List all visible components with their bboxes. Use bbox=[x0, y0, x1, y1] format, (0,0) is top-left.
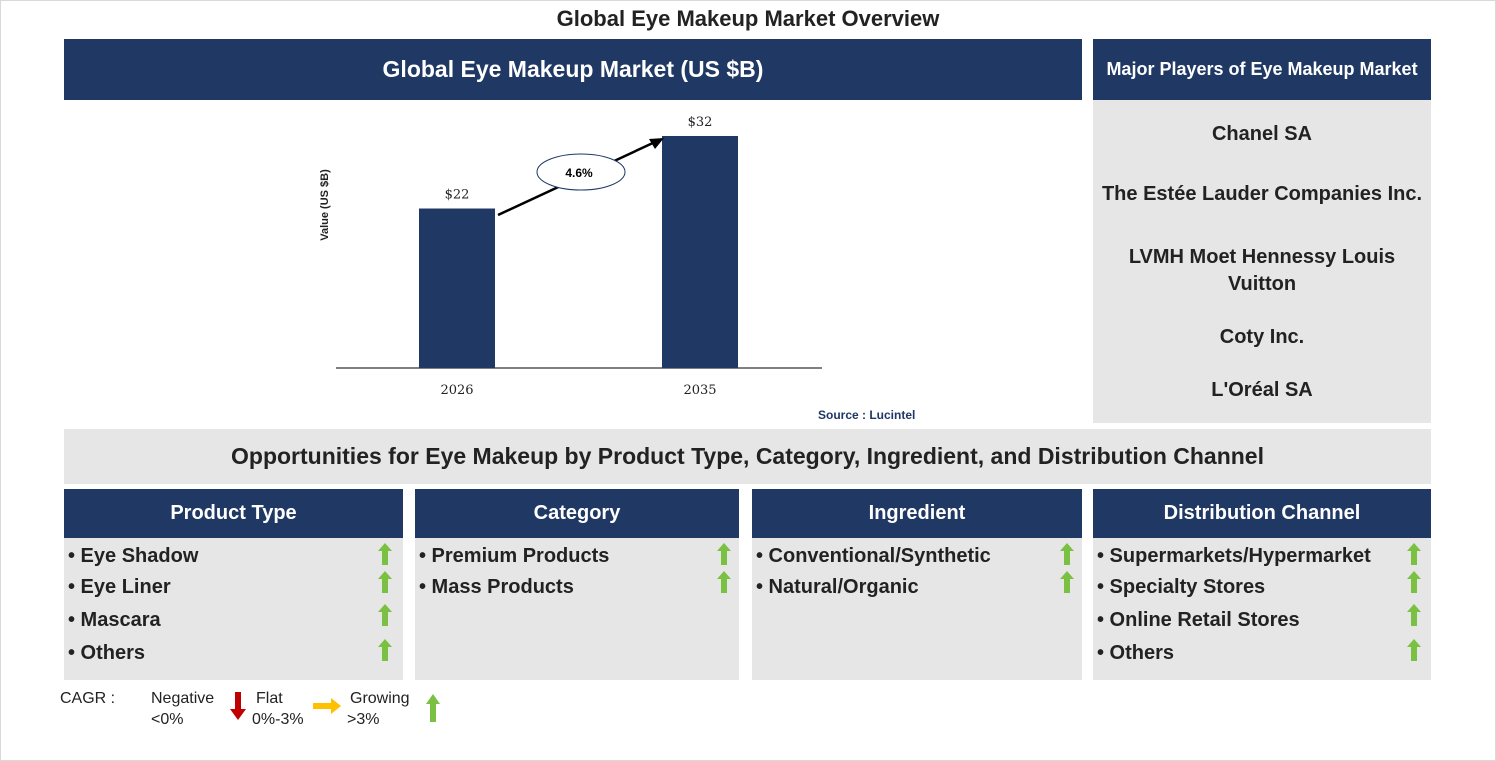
source-note: Source : Lucintel bbox=[818, 408, 916, 422]
segment-item: • Specialty Stores bbox=[1097, 576, 1266, 598]
flat-right-arrow-icon bbox=[313, 698, 341, 714]
segment-header-product-type: Product Type bbox=[64, 489, 403, 538]
player-lvmh-line1: LVMH Moet Hennessy Louis bbox=[1128, 246, 1396, 268]
legend-growing-range: >3% bbox=[347, 711, 380, 728]
segment-item: • Premium Products bbox=[419, 545, 610, 567]
segment-body-ingredient: • Conventional/Synthetic • Natural/Organ… bbox=[752, 538, 1082, 680]
cagr-arrow-head bbox=[649, 138, 664, 149]
segment-header-category: Category bbox=[415, 489, 739, 538]
segment-item: • Eye Shadow bbox=[68, 545, 199, 567]
bar-2035 bbox=[662, 136, 738, 368]
market-chart-header: Global Eye Makeup Market (US $B) bbox=[64, 39, 1082, 100]
growth-up-arrow-icon bbox=[1060, 571, 1074, 593]
cagr-ellipse bbox=[536, 153, 626, 191]
segment-header-distribution-channel: Distribution Channel bbox=[1093, 489, 1431, 538]
segment-item: • Natural/Organic bbox=[756, 576, 919, 598]
negative-down-arrow-icon bbox=[230, 692, 246, 720]
segment-item: • Others bbox=[1097, 642, 1175, 664]
category-label-2035: 2035 bbox=[683, 383, 716, 398]
segment-item: • Mass Products bbox=[419, 576, 574, 598]
value-label-2035: $32 bbox=[688, 115, 713, 130]
player-chanel: Chanel SA bbox=[1211, 123, 1313, 145]
bar-2026 bbox=[419, 208, 495, 368]
segment-item: • Supermarkets/Hypermarket bbox=[1097, 545, 1371, 567]
legend-flat: Flat bbox=[256, 690, 283, 707]
category-label-2026: 2026 bbox=[440, 383, 473, 398]
player-coty: Coty Inc. bbox=[1219, 326, 1305, 348]
legend-growing: Growing bbox=[350, 690, 410, 707]
segment-item: • Conventional/Synthetic bbox=[756, 545, 991, 567]
y-axis-label: Value (US $B) bbox=[319, 169, 331, 241]
players-list: Chanel SA The Estée Lauder Companies Inc… bbox=[1093, 100, 1431, 423]
growth-up-arrow-icon bbox=[378, 571, 392, 593]
growth-up-arrow-icon bbox=[378, 543, 392, 565]
players-header: Major Players of Eye Makeup Market bbox=[1093, 39, 1431, 100]
growth-up-arrow-icon bbox=[1407, 571, 1421, 593]
page-title: Global Eye Makeup Market Overview bbox=[556, 6, 940, 31]
player-lvmh-line2: Vuitton bbox=[1227, 273, 1297, 295]
segment-item: • Mascara bbox=[68, 609, 161, 631]
cagr-label: 4.6% bbox=[565, 166, 593, 180]
value-label-2026: $22 bbox=[445, 188, 470, 203]
segment-item: • Others bbox=[68, 642, 146, 664]
growth-up-arrow-icon bbox=[1060, 543, 1074, 565]
legend-label: CAGR : bbox=[60, 690, 116, 707]
segment-item: • Eye Liner bbox=[68, 576, 171, 598]
opportunities-banner: Opportunities for Eye Makeup by Product … bbox=[64, 429, 1431, 484]
growth-up-arrow-icon bbox=[378, 639, 392, 661]
growth-up-arrow-icon bbox=[717, 571, 731, 593]
player-loreal: L'Oréal SA bbox=[1211, 379, 1313, 401]
legend-negative-range: <0% bbox=[151, 711, 184, 728]
legend-flat-range: 0%-3% bbox=[252, 711, 304, 728]
segment-body-distribution-channel: • Supermarkets/Hypermarket • Specialty S… bbox=[1093, 538, 1431, 680]
growth-up-arrow-icon bbox=[378, 604, 392, 626]
growth-up-arrow-icon bbox=[1407, 543, 1421, 565]
growing-up-arrow-icon bbox=[426, 694, 440, 722]
growth-up-arrow-icon bbox=[1407, 639, 1421, 661]
market-bar-chart: Value (US $B) $22 2026 $32 2035 4.6% bbox=[319, 115, 822, 398]
segment-body-product-type: • Eye Shadow • Eye Liner • Mascara • Oth… bbox=[64, 538, 403, 680]
player-estee-lauder: The Estée Lauder Companies Inc. bbox=[1101, 183, 1423, 205]
segment-header-ingredient: Ingredient bbox=[752, 489, 1082, 538]
growth-up-arrow-icon bbox=[717, 543, 731, 565]
growth-up-arrow-icon bbox=[1407, 604, 1421, 626]
legend-negative: Negative bbox=[151, 690, 215, 707]
segment-item: • Online Retail Stores bbox=[1097, 609, 1300, 631]
segment-body-category: • Premium Products • Mass Products bbox=[415, 538, 739, 680]
